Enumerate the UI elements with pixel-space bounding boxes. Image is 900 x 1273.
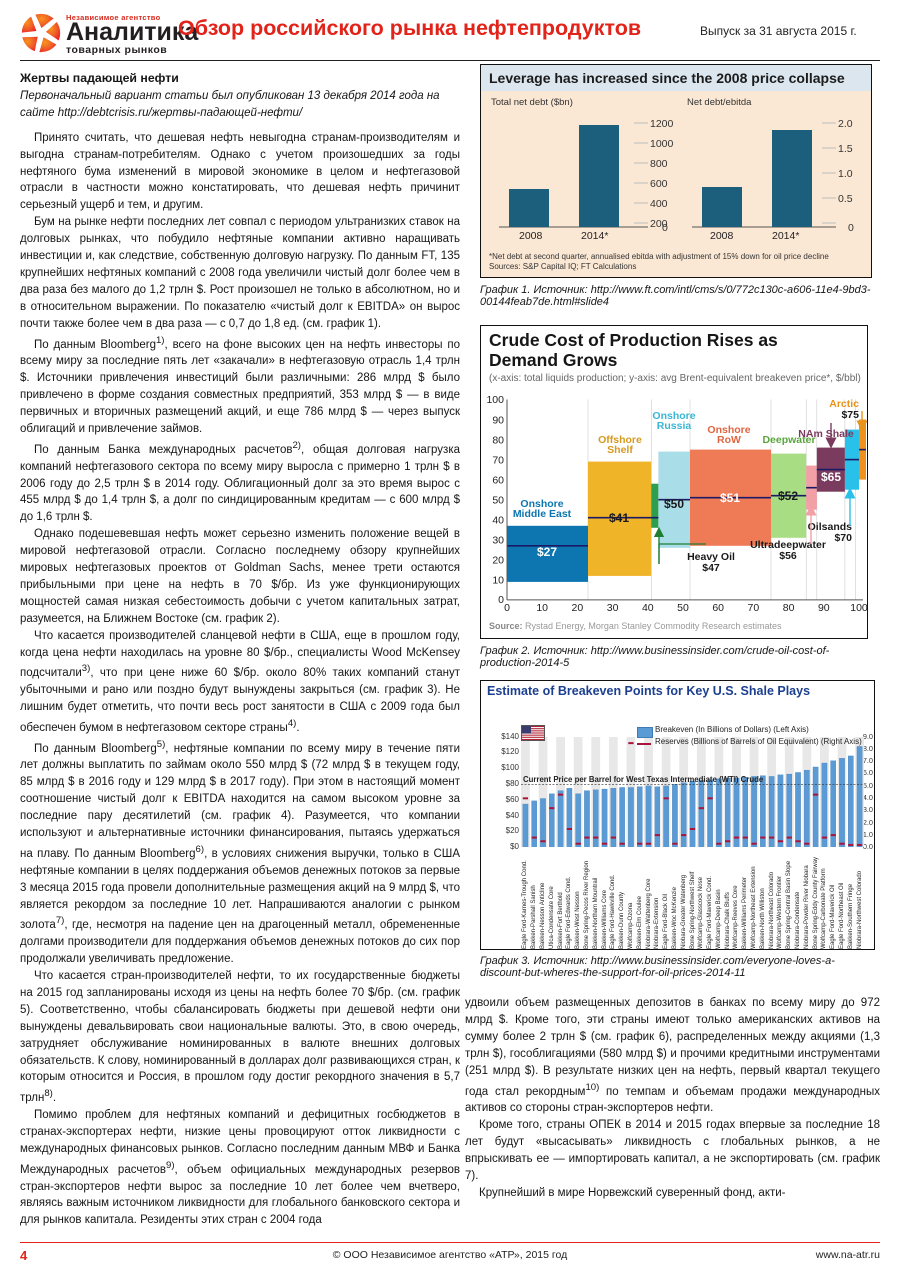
svg-text:Russia: Russia xyxy=(657,420,692,432)
svg-text:20: 20 xyxy=(572,602,584,614)
svg-text:70: 70 xyxy=(748,602,760,614)
svg-text:1.5: 1.5 xyxy=(838,143,853,155)
svg-text:0: 0 xyxy=(848,222,854,234)
svg-text:$65: $65 xyxy=(821,470,841,484)
svg-text:Middle East: Middle East xyxy=(513,508,572,520)
svg-text:60: 60 xyxy=(492,475,504,487)
svg-text:0: 0 xyxy=(662,222,668,234)
svg-text:40: 40 xyxy=(492,515,504,527)
svg-text:$47: $47 xyxy=(702,562,720,574)
svg-text:$41: $41 xyxy=(609,511,629,525)
svg-text:10: 10 xyxy=(536,602,548,614)
svg-text:2014*: 2014* xyxy=(581,230,608,242)
svg-text:600: 600 xyxy=(650,178,668,190)
svg-text:100: 100 xyxy=(486,394,504,406)
svg-text:$27: $27 xyxy=(537,545,557,559)
svg-text:Shelf: Shelf xyxy=(607,444,633,456)
svg-text:$51: $51 xyxy=(720,491,740,505)
svg-text:0: 0 xyxy=(504,602,510,614)
svg-text:1000: 1000 xyxy=(650,138,674,150)
svg-text:40: 40 xyxy=(642,602,654,614)
svg-text:60: 60 xyxy=(712,602,724,614)
svg-text:100: 100 xyxy=(850,602,868,614)
svg-text:2008: 2008 xyxy=(710,230,734,242)
svg-text:90: 90 xyxy=(492,415,504,427)
svg-text:50: 50 xyxy=(492,495,504,507)
svg-text:$50: $50 xyxy=(664,497,684,511)
svg-text:10: 10 xyxy=(492,575,504,587)
svg-text:$56: $56 xyxy=(779,550,797,562)
svg-text:800: 800 xyxy=(650,158,668,170)
svg-text:$75: $75 xyxy=(841,409,859,421)
svg-text:2014*: 2014* xyxy=(772,230,799,242)
svg-text:400: 400 xyxy=(650,198,668,210)
svg-text:0.5: 0.5 xyxy=(838,193,853,205)
svg-text:30: 30 xyxy=(492,535,504,547)
svg-text:20: 20 xyxy=(492,555,504,567)
svg-text:30: 30 xyxy=(607,602,619,614)
svg-text:$52: $52 xyxy=(778,489,798,503)
svg-text:NAm Shale: NAm Shale xyxy=(798,428,854,440)
svg-text:1200: 1200 xyxy=(650,118,674,130)
svg-text:2.0: 2.0 xyxy=(838,118,853,130)
svg-text:$70: $70 xyxy=(834,532,852,544)
svg-text:2008: 2008 xyxy=(519,230,543,242)
svg-text:80: 80 xyxy=(783,602,795,614)
svg-text:RoW: RoW xyxy=(717,434,741,446)
svg-text:80: 80 xyxy=(492,435,504,447)
svg-text:70: 70 xyxy=(492,455,504,467)
svg-text:50: 50 xyxy=(677,602,689,614)
svg-text:1.0: 1.0 xyxy=(838,168,853,180)
svg-text:90: 90 xyxy=(818,602,830,614)
